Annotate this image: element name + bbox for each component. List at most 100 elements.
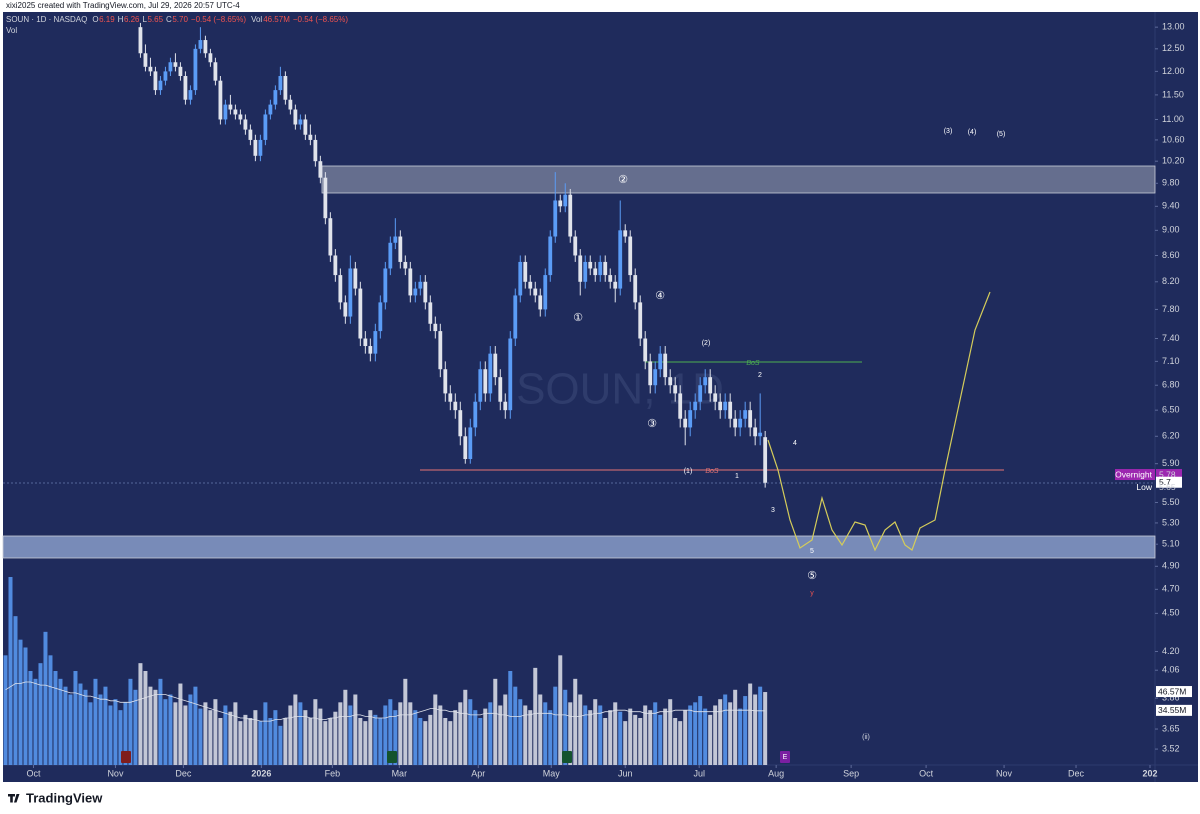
candle-body — [338, 275, 343, 303]
event-marker — [562, 751, 572, 763]
candle-body — [318, 161, 323, 178]
volume-bar — [233, 702, 238, 765]
y-tick-label: 7.40 — [1162, 333, 1180, 343]
candle-body — [748, 410, 753, 428]
candle-body — [618, 230, 623, 289]
candle-body — [378, 302, 383, 332]
volume-bar — [253, 710, 258, 765]
volume-bar — [498, 705, 503, 765]
volume-bar — [403, 678, 408, 765]
y-tick-label: 6.80 — [1162, 380, 1180, 390]
wave-label: (1) — [684, 468, 693, 475]
volume-bar — [123, 702, 128, 765]
candle-body — [583, 261, 588, 282]
candle-body — [263, 114, 268, 140]
volume-bar — [338, 702, 343, 765]
volume-tag-bg — [1156, 704, 1192, 716]
volume-ma-line — [5, 681, 766, 722]
price-tag-bg — [1156, 469, 1182, 481]
wave-label: (ii) — [862, 734, 870, 741]
event-marker — [121, 751, 131, 763]
volume-bar — [673, 718, 678, 765]
footer-brand: TradingView — [26, 790, 103, 805]
candle-body — [578, 255, 583, 282]
candle-body — [268, 104, 273, 115]
x-tick-label: Jul — [693, 768, 705, 778]
price-tag: 5.78 — [1159, 469, 1176, 479]
candle-body — [178, 66, 183, 77]
volume-bar — [18, 639, 23, 765]
wave-label: 4 — [793, 440, 797, 447]
volume-bar — [73, 671, 78, 765]
volume-bar — [763, 692, 768, 765]
volume-bar — [593, 699, 598, 765]
volume-bar — [603, 718, 608, 765]
volume-bar — [518, 699, 523, 765]
candle-body — [183, 76, 188, 100]
candle-body — [458, 410, 463, 437]
volume-bar — [268, 718, 273, 765]
candle-body — [418, 281, 423, 289]
candle-body — [163, 71, 168, 81]
volume-bar — [183, 705, 188, 765]
candle-body — [308, 134, 313, 140]
volume-bar — [13, 616, 18, 765]
candle-body — [408, 268, 413, 296]
candle-body — [248, 129, 253, 140]
volume-bar — [63, 686, 68, 765]
volume-bar — [668, 699, 673, 765]
volume-bar — [453, 710, 458, 765]
candle-body — [293, 109, 298, 125]
drawings — [2, 165, 1156, 559]
volume-bar — [648, 710, 653, 765]
volume-bar — [563, 689, 568, 765]
volume-bar — [588, 710, 593, 765]
volume-bar — [443, 718, 448, 765]
volume-bar — [38, 663, 43, 765]
candle-body — [168, 62, 173, 72]
volume-bar — [733, 689, 738, 765]
wave-label: BoS — [705, 468, 719, 475]
watermark: SOUN, 1D — [516, 365, 724, 414]
y-tick-label: 3.86 — [1162, 693, 1180, 703]
y-tick-label: 8.20 — [1162, 276, 1180, 286]
candle-body — [558, 200, 563, 207]
volume-bar — [308, 718, 313, 765]
candle-body — [693, 401, 698, 411]
candle-body — [148, 66, 153, 72]
legend-symbol: SOUN · 1D · NASDAQ — [6, 15, 87, 24]
price-tag-label: Overnight — [1115, 469, 1152, 479]
price-tag-label-bg — [1115, 469, 1155, 481]
volume-bar — [273, 710, 278, 765]
candle-body — [153, 71, 158, 91]
candle-body — [553, 200, 558, 237]
candle-body — [138, 27, 143, 54]
volume-bar — [238, 721, 243, 765]
y-tick-label: 11.50 — [1162, 89, 1184, 99]
candle-body — [273, 90, 278, 105]
wave-label: ⑤ — [807, 570, 817, 582]
volume-bar — [168, 694, 173, 765]
candle-body — [758, 432, 763, 437]
y-tick-label: 3.52 — [1162, 743, 1180, 753]
candle-body — [403, 261, 408, 269]
volume-bar — [98, 694, 103, 765]
y-tick-label: 5.30 — [1162, 517, 1180, 527]
candles — [138, 22, 768, 488]
y-tick-label: 7.80 — [1162, 304, 1180, 314]
volume-bar — [463, 689, 468, 765]
y-tick-label: 8.60 — [1162, 250, 1180, 260]
volume-bar — [568, 702, 573, 765]
y-tick-label: 11.00 — [1162, 114, 1184, 124]
volume-bar — [28, 671, 33, 765]
candle-body — [708, 377, 713, 394]
y-tick-label: 10.20 — [1162, 156, 1185, 166]
legend-change: −0.54 (−8.65%) — [191, 15, 246, 24]
y-tick-label: 10.60 — [1162, 134, 1185, 144]
wave-label: y — [810, 590, 814, 597]
candle-body — [198, 40, 203, 49]
volume-bar — [608, 710, 613, 765]
candle-body — [658, 353, 663, 370]
x-tick-label: Feb — [325, 768, 341, 778]
